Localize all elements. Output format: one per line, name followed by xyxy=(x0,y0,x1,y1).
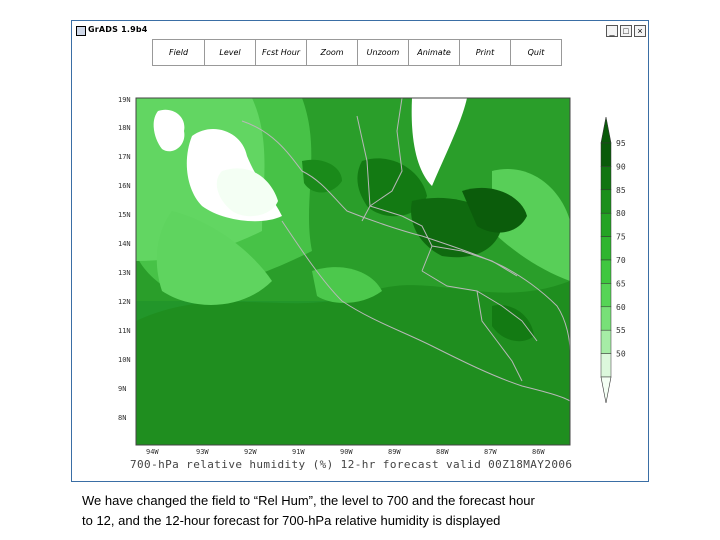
colorbar-label: 65 xyxy=(616,279,626,288)
lon-label: 88W xyxy=(436,448,449,456)
colorbar-segment xyxy=(600,353,612,378)
plot-caption: 700-hPa relative humidity (%) 12-hr fore… xyxy=(130,458,573,471)
colorbar-label: 85 xyxy=(616,186,626,195)
lat-label: 17N xyxy=(118,153,131,161)
coastlines xyxy=(241,98,570,402)
colorbar-label: 60 xyxy=(616,303,626,312)
lon-label: 90W xyxy=(340,448,353,456)
colorbar-label: 80 xyxy=(616,209,626,218)
menu-print-button[interactable]: Print xyxy=(460,40,511,65)
lat-label: 11N xyxy=(118,327,131,335)
minimize-button[interactable]: _ xyxy=(606,25,618,37)
lat-label: 9N xyxy=(118,385,126,393)
slide-caption-line-1: We have changed the field to “Rel Hum”, … xyxy=(82,493,535,508)
colorbar-label: 75 xyxy=(616,233,626,242)
menu-bar: Field Level Fcst Hour Zoom Unzoom Animat… xyxy=(152,39,562,66)
lat-label: 19N xyxy=(118,96,131,104)
lat-label: 18N xyxy=(118,124,131,132)
lon-label: 87W xyxy=(484,448,497,456)
colorbar-segment xyxy=(600,166,612,191)
colorbar-label: 50 xyxy=(616,350,626,359)
lon-label: 92W xyxy=(244,448,257,456)
lat-label: 14N xyxy=(118,240,131,248)
lon-label: 86W xyxy=(532,448,545,456)
window-title: GrADS 1.9b4 xyxy=(88,25,148,34)
menu-quit-button[interactable]: Quit xyxy=(511,40,562,65)
lon-labels: 94W 93W 92W 91W 90W 89W 88W 87W 86W xyxy=(146,448,545,456)
lat-labels: 19N 18N 17N 16N 15N 14N 13N 12N 11N 10N … xyxy=(118,96,131,422)
colorbar-segment xyxy=(600,283,612,308)
colorbar-top-arrow xyxy=(600,116,612,144)
lat-label: 16N xyxy=(118,182,131,190)
colorbar-segment xyxy=(600,329,612,354)
lat-label: 12N xyxy=(118,298,131,306)
lat-label: 10N xyxy=(118,356,131,364)
lat-label: 8N xyxy=(118,414,126,422)
lon-label: 93W xyxy=(196,448,209,456)
lon-label: 89W xyxy=(388,448,401,456)
menu-fcst-hour-button[interactable]: Fcst Hour xyxy=(256,40,307,65)
colorbar-segment xyxy=(600,189,612,214)
lat-label: 13N xyxy=(118,269,131,277)
menu-unzoom-button[interactable]: Unzoom xyxy=(358,40,409,65)
menu-level-button[interactable]: Level xyxy=(205,40,256,65)
colorbar-label: 90 xyxy=(616,162,626,171)
menu-animate-button[interactable]: Animate xyxy=(409,40,460,65)
colorbar-segment xyxy=(600,236,612,261)
menu-zoom-button[interactable]: Zoom xyxy=(307,40,358,65)
map-frame xyxy=(135,97,571,446)
close-button[interactable]: × xyxy=(634,25,646,37)
colorbar-label: 95 xyxy=(616,139,626,148)
lon-label: 91W xyxy=(292,448,305,456)
colorbar-bottom-arrow xyxy=(600,376,612,404)
grads-window: GrADS 1.9b4 _ □ × Field Level Fcst Hour … xyxy=(71,20,649,482)
colorbar-label: 70 xyxy=(616,256,626,265)
humidity-field xyxy=(136,98,570,445)
title-bar[interactable]: GrADS 1.9b4 _ □ × xyxy=(72,21,648,41)
colorbar-segment xyxy=(600,306,612,331)
maximize-button[interactable]: □ xyxy=(620,25,632,37)
colorbar-segment xyxy=(600,142,612,167)
colorbar-segment xyxy=(600,212,612,237)
slide-caption-line-2: to 12, and the 12-hour forecast for 700-… xyxy=(82,513,501,528)
slide-caption: We have changed the field to “Rel Hum”, … xyxy=(82,491,682,531)
plot-canvas[interactable]: 19N 18N 17N 16N 15N 14N 13N 12N 11N 10N … xyxy=(72,21,648,481)
app-icon xyxy=(76,26,86,36)
colorbar-label: 55 xyxy=(616,326,626,335)
menu-field-button[interactable]: Field xyxy=(153,40,205,65)
colorbar-segment xyxy=(600,259,612,284)
colorbar: 95 90 85 80 75 70 65 60 55 50 xyxy=(600,116,626,404)
lat-label: 15N xyxy=(118,211,131,219)
lon-label: 94W xyxy=(146,448,159,456)
